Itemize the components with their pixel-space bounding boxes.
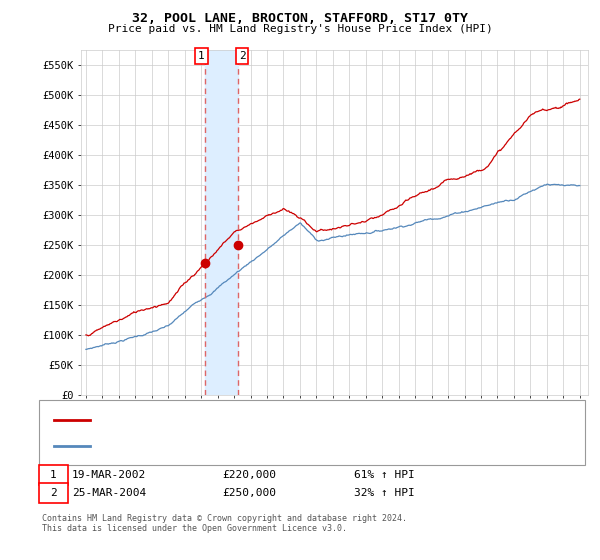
Text: 25-MAR-2004: 25-MAR-2004 bbox=[72, 488, 146, 498]
Text: Price paid vs. HM Land Registry's House Price Index (HPI): Price paid vs. HM Land Registry's House … bbox=[107, 24, 493, 34]
Text: 1: 1 bbox=[50, 470, 57, 480]
Text: 1: 1 bbox=[198, 51, 205, 61]
Text: 32, POOL LANE, BROCTON, STAFFORD, ST17 0TY: 32, POOL LANE, BROCTON, STAFFORD, ST17 0… bbox=[132, 12, 468, 25]
Text: HPI: Average price, detached house, Stafford: HPI: Average price, detached house, Staf… bbox=[96, 441, 355, 451]
Text: 19-MAR-2002: 19-MAR-2002 bbox=[72, 470, 146, 480]
Text: £220,000: £220,000 bbox=[222, 470, 276, 480]
Bar bbox=[205, 50, 238, 395]
Text: 32% ↑ HPI: 32% ↑ HPI bbox=[354, 488, 415, 498]
Text: 61% ↑ HPI: 61% ↑ HPI bbox=[354, 470, 415, 480]
Text: £250,000: £250,000 bbox=[222, 488, 276, 498]
Text: 2: 2 bbox=[50, 488, 57, 498]
Text: Contains HM Land Registry data © Crown copyright and database right 2024.
This d: Contains HM Land Registry data © Crown c… bbox=[42, 514, 407, 534]
Text: 2: 2 bbox=[239, 51, 245, 61]
Text: 32, POOL LANE, BROCTON, STAFFORD, ST17 0TY (detached house): 32, POOL LANE, BROCTON, STAFFORD, ST17 0… bbox=[96, 414, 443, 424]
